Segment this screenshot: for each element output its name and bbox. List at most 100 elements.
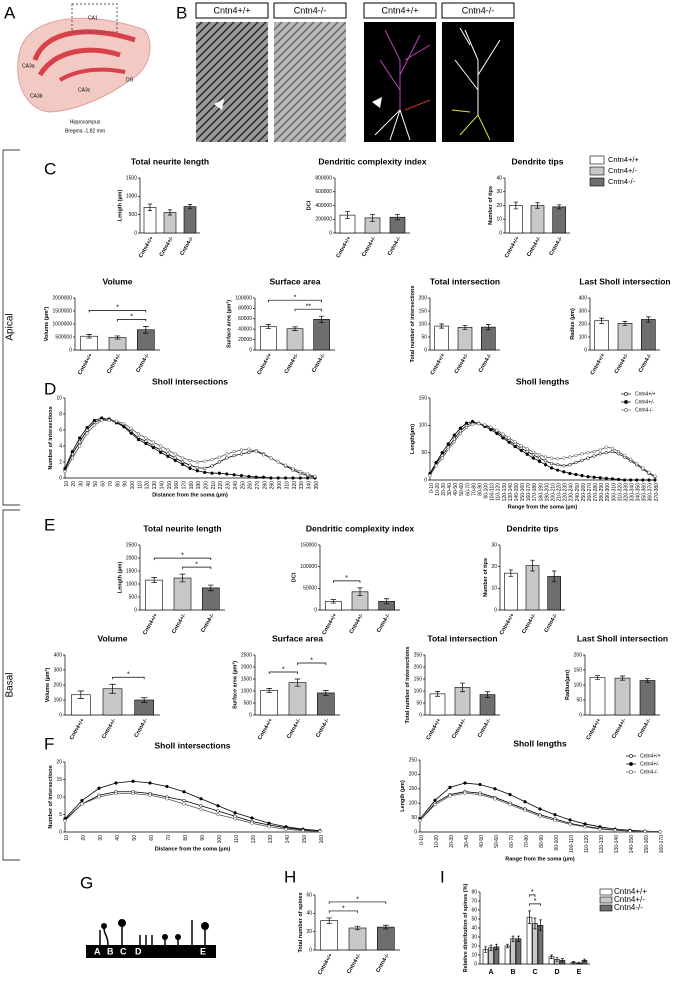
- legend-label: Cntn4+/-: [640, 761, 660, 767]
- category-label: Cntn4+/-: [284, 353, 300, 375]
- point: [182, 798, 186, 803]
- point: [129, 431, 133, 435]
- error-bar: [168, 209, 172, 216]
- y-tick-label: 100: [574, 682, 583, 688]
- point: [195, 465, 200, 470]
- category-label: Cntn4+/-: [611, 718, 627, 740]
- point: [616, 477, 621, 482]
- point: [519, 448, 523, 453]
- line: [64, 791, 321, 832]
- point: [553, 818, 557, 823]
- significance-bracket: [529, 894, 536, 897]
- significance-bracket: [267, 299, 323, 303]
- panel-label: I: [440, 867, 445, 886]
- point: [247, 447, 251, 451]
- point: [78, 444, 82, 448]
- y-tick-label: 0: [59, 712, 62, 718]
- y-tick-label: 200: [574, 652, 583, 658]
- point: [63, 469, 67, 474]
- point: [199, 807, 203, 811]
- y-tick-label: 0: [314, 607, 317, 613]
- point: [537, 453, 542, 457]
- chart-title: Dendritic complexity index: [306, 523, 414, 533]
- x-tick-label: 230-240: [569, 483, 575, 502]
- y-tick-label: 50: [421, 334, 427, 340]
- bar: [320, 920, 338, 951]
- error-bar: [645, 678, 650, 683]
- error-bar: [370, 214, 375, 222]
- bar: [163, 212, 177, 234]
- point: [635, 461, 639, 466]
- category-label: D: [554, 969, 559, 976]
- point: [493, 797, 497, 801]
- bar: [260, 690, 278, 716]
- x-tick-label: 100: [217, 835, 223, 844]
- x-tick-label: 220: [218, 481, 224, 490]
- error-bar: [86, 334, 92, 339]
- x-tick-label: 330-340: [630, 483, 636, 502]
- image-title: Cntn4+/+: [381, 5, 418, 15]
- category-label: Cntn4+/+: [321, 613, 338, 636]
- legend-marker: [629, 770, 633, 774]
- y-axis-label: DCI: [307, 200, 313, 210]
- error-bar: [208, 584, 214, 592]
- legend-label: Cntn4+/+: [614, 887, 647, 896]
- point: [446, 442, 450, 446]
- y-tick-label: 1500: [126, 568, 137, 574]
- x-tick-label: 60: [101, 481, 107, 487]
- significance-bracket: [88, 309, 147, 313]
- bar: [509, 205, 523, 234]
- y-tick-label: 100000: [235, 295, 252, 301]
- hippocampus-diagram: CA1 CA3a CA3b CA3c DG Hippocampus Bregma…: [17, 3, 151, 134]
- category-label: Cntn4+/-: [171, 613, 187, 635]
- error-bar: [462, 324, 468, 330]
- category-label: Cntn4-/-: [477, 718, 493, 739]
- point: [586, 475, 590, 479]
- point: [531, 450, 536, 454]
- region-label: CA3a: [22, 63, 35, 69]
- x-tick-label: 140: [159, 481, 165, 490]
- y-tick-label: 20: [306, 929, 312, 935]
- category-label: Cntn4-/-: [387, 236, 403, 257]
- chart-title: Sholl lengths: [516, 376, 570, 386]
- point: [166, 448, 170, 452]
- chart-title: Volume: [102, 276, 132, 286]
- legend-swatch: [589, 155, 605, 165]
- error-bar: [620, 675, 625, 681]
- category-label: B: [510, 969, 515, 976]
- point: [641, 466, 645, 470]
- error-bar: [506, 943, 509, 949]
- error-bar: [530, 559, 535, 572]
- point: [247, 474, 251, 479]
- x-tick-label: 90: [200, 835, 206, 841]
- point: [658, 830, 662, 834]
- category-label: Cntn4-/-: [134, 718, 150, 739]
- error-bar: [323, 690, 329, 696]
- x-tick-label: 110: [137, 481, 143, 489]
- category-label: Cntn4+/+: [586, 718, 603, 741]
- bar: [537, 924, 544, 965]
- y-tick-label: 150: [419, 395, 428, 401]
- x-tick-label: 340: [306, 481, 312, 490]
- y-tick-label: 150: [574, 667, 583, 673]
- y-tick-label: 4: [59, 443, 62, 449]
- point: [144, 436, 148, 440]
- x-tick-label: 40: [115, 835, 121, 841]
- x-tick-label: 130-140: [614, 835, 620, 854]
- point: [203, 470, 207, 475]
- y-axis-label: Volume (µm³): [43, 307, 50, 342]
- y-tick-label: 2000000: [53, 295, 73, 301]
- x-tick-label: 130-140: [508, 483, 514, 502]
- point: [298, 469, 302, 474]
- point: [136, 437, 141, 442]
- point: [525, 452, 529, 456]
- legend-swatch: [599, 904, 613, 912]
- y-axis-label: Length (µm): [117, 190, 123, 222]
- bar: [504, 572, 518, 611]
- region-label: CA1: [88, 15, 98, 21]
- x-tick-label: 10: [64, 481, 70, 487]
- bar: [504, 945, 511, 965]
- category-label: Cntn4+/+: [430, 353, 447, 376]
- point: [305, 476, 310, 480]
- error-bar: [345, 211, 350, 219]
